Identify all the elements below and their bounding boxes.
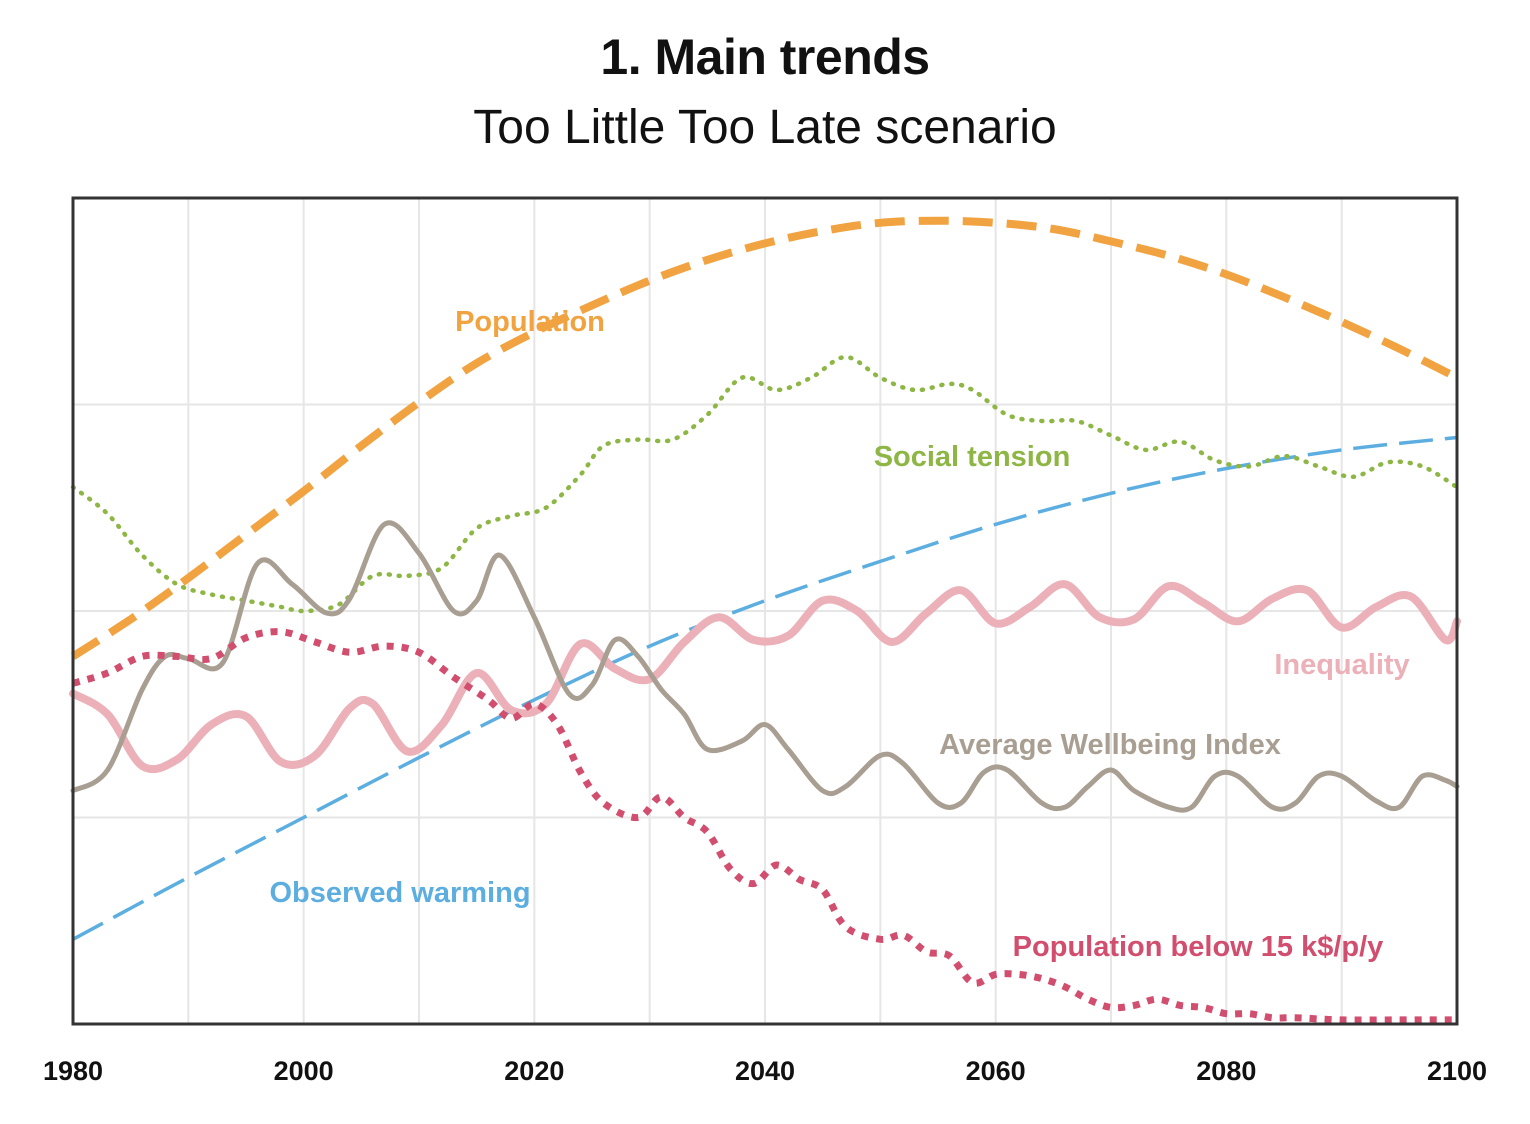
x-tick-label: 2040 [735,1056,795,1086]
series-label-population-below-15-k-p-y: Population below 15 k$/p/y [1013,931,1384,963]
x-tick-label: 2020 [504,1056,564,1086]
series-line-social-tension [70,354,1460,614]
x-tick-label: 1980 [43,1056,103,1086]
series-layer [69,216,1461,1024]
x-tick-label: 2000 [274,1056,334,1086]
series-label-population: Population [455,306,605,338]
series-line-observed-warming [72,435,1458,941]
labels-layer: Population Social tension Observed warming… [269,306,1409,963]
series-label-observed-warming: Observed warming [269,877,530,909]
series-label-social-tension: Social tension [874,441,1071,473]
x-tick-label: 2100 [1427,1056,1487,1086]
plot-frame [71,196,1459,1026]
x-tick-label: 2080 [1196,1056,1256,1086]
series-line-average-wellbeing-index [70,520,1460,813]
x-tick-label: 2060 [966,1056,1026,1086]
series-label-inequality: Inequality [1274,649,1409,681]
series-line-inequality [69,580,1461,774]
series-label-average-wellbeing-index: Average Wellbeing Index [939,729,1281,761]
chart-title: 1. Main trends [600,29,930,85]
series-line-population [70,216,1459,660]
chart-subtitle: Too Little Too Late scenario [473,101,1057,154]
series-line-population-below-15-k-p-y [72,628,1457,1024]
x-axis-ticks: 1980 2000 2020 2040 2060 2080 2100 [43,1056,1487,1086]
